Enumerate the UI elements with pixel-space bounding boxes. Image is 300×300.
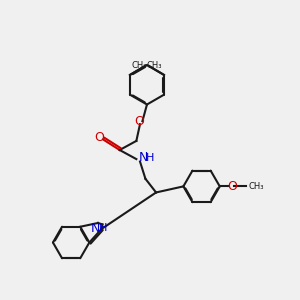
Text: N: N (91, 222, 100, 235)
Text: H: H (99, 224, 108, 233)
Text: H: H (146, 153, 154, 163)
Text: CH₃: CH₃ (132, 61, 147, 70)
Text: O: O (227, 180, 237, 193)
Text: O: O (134, 115, 144, 128)
Text: CH₃: CH₃ (249, 182, 264, 191)
Text: N: N (139, 151, 148, 164)
Text: CH₃: CH₃ (147, 61, 162, 70)
Text: O: O (94, 131, 104, 144)
